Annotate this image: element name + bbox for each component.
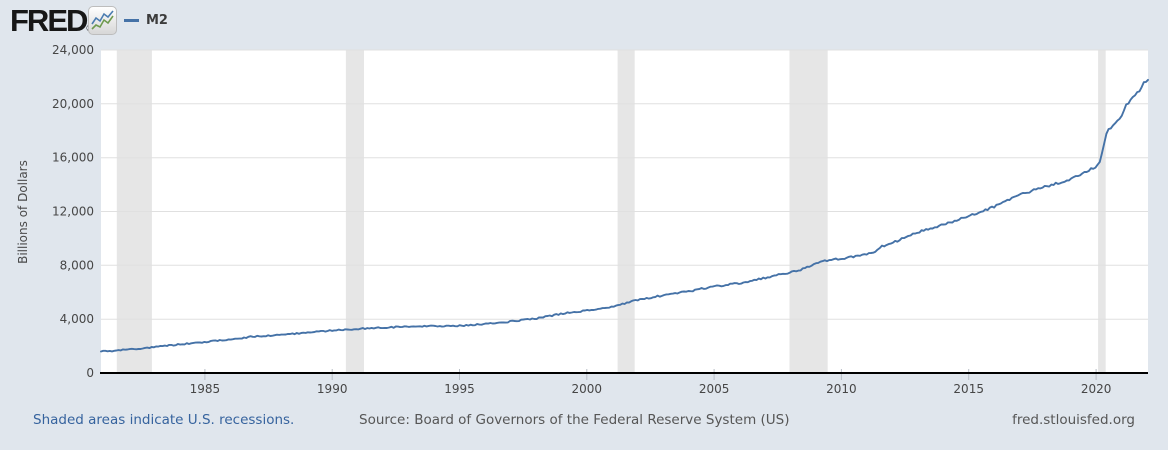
y-tick-label: 16,000	[52, 151, 94, 165]
y-tick-label: 8,000	[60, 258, 94, 272]
x-tick-label: 1990	[317, 382, 348, 396]
y-tick-label: 24,000	[52, 43, 94, 57]
x-tick-label: 2005	[699, 382, 730, 396]
recession-note-link[interactable]: Shaded areas indicate U.S. recessions.	[33, 412, 295, 428]
y-tick-label: 20,000	[52, 97, 94, 111]
y-tick-label: 12,000	[52, 205, 94, 219]
x-tick-label: 2015	[953, 382, 984, 396]
fred-logo-text: FRED	[10, 3, 88, 38]
legend-series-label: M2	[146, 12, 168, 28]
source-text: Source: Board of Governors of the Federa…	[359, 412, 790, 428]
site-link[interactable]: fred.stlouisfed.org	[1012, 412, 1135, 428]
y-tick-label: 4,000	[60, 312, 94, 326]
x-tick-label: 2020	[1081, 382, 1112, 396]
x-tick-label: 2010	[826, 382, 857, 396]
fred-sparkline-icon	[88, 6, 117, 35]
legend[interactable]: M2	[124, 10, 168, 30]
y-tick-label: 0	[86, 366, 94, 380]
x-tick-label: 1985	[190, 382, 221, 396]
sparkline-icon-graphic	[91, 10, 114, 30]
x-tick-label: 2000	[572, 382, 603, 396]
m2-series-line	[100, 78, 1149, 353]
legend-line-swatch	[124, 18, 139, 22]
x-tick-label: 1995	[444, 382, 475, 396]
